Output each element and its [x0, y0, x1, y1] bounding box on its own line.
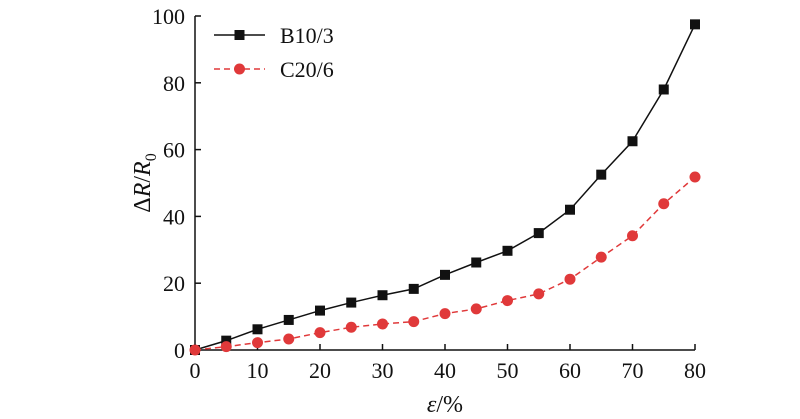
- x-tick-label: 20: [309, 358, 331, 383]
- y-tick-label: 100: [152, 4, 185, 29]
- data-point-b10-3: [533, 228, 544, 239]
- data-point-b10-3: [627, 136, 638, 147]
- series-layer: [189, 19, 701, 356]
- data-point-c20-6: [252, 337, 263, 349]
- x-tick-label: 0: [190, 358, 201, 383]
- data-point-b10-3: [252, 324, 263, 335]
- x-tick-label: 80: [684, 358, 706, 383]
- data-point-c20-6: [220, 341, 232, 353]
- y-tick-label: 60: [163, 138, 185, 163]
- series-line-c20-6: [194, 176, 696, 351]
- data-point-b10-3: [658, 84, 669, 95]
- legend-marker-b10-3: [234, 30, 245, 40]
- data-point-b10-3: [565, 204, 575, 215]
- data-point-b10-3: [408, 283, 419, 294]
- data-point-c20-6: [439, 308, 451, 320]
- y-tick-label: 0: [174, 338, 185, 363]
- data-point-c20-6: [314, 327, 326, 339]
- data-point-b10-3: [690, 19, 700, 30]
- data-point-b10-3: [471, 257, 482, 268]
- data-point-c20-6: [502, 295, 513, 307]
- y-ticks: 0 20 40 60 80 100: [152, 4, 201, 363]
- y-tick-label: 40: [163, 204, 185, 229]
- y-tick-label: 80: [163, 71, 185, 96]
- x-tick-label: 10: [247, 358, 269, 383]
- x-ticks: 0 10 20 30 40 50 60 70 80: [190, 344, 706, 383]
- x-tick-label: 40: [434, 358, 456, 383]
- y-tick-label: 20: [163, 271, 185, 296]
- data-point-c20-6: [689, 171, 701, 183]
- x-tick-label: 60: [559, 358, 581, 383]
- series-line-b10-3: [194, 24, 696, 351]
- data-point-c20-6: [345, 321, 357, 333]
- data-point-c20-6: [283, 333, 295, 345]
- data-point-c20-6: [658, 198, 670, 210]
- legend-marker-c20-6: [234, 63, 245, 75]
- data-point-c20-6: [564, 273, 576, 285]
- axes: [194, 16, 695, 351]
- data-point-c20-6: [627, 230, 638, 242]
- legend-item-c20-6: C20/6: [214, 57, 334, 82]
- data-point-c20-6: [533, 288, 545, 300]
- x-axis-title: ε/%: [427, 392, 463, 418]
- legend-label-c20-6: C20/6: [280, 57, 334, 82]
- data-point-c20-6: [595, 251, 607, 263]
- data-point-c20-6: [408, 316, 420, 328]
- x-tick-label: 30: [372, 358, 394, 383]
- legend: B10/3 C20/6: [214, 23, 334, 82]
- legend-item-b10-3: B10/3: [214, 23, 334, 48]
- x-tick-label: 50: [497, 358, 519, 383]
- y-axis-title: ΔR/R0: [130, 153, 160, 212]
- data-point-c20-6: [189, 344, 201, 356]
- data-point-b10-3: [502, 245, 513, 256]
- x-tick-label: 70: [622, 358, 644, 383]
- data-point-b10-3: [377, 290, 388, 301]
- data-point-b10-3: [221, 335, 232, 346]
- data-point-b10-3: [440, 269, 450, 280]
- data-point-b10-3: [346, 297, 357, 308]
- data-point-c20-6: [377, 318, 388, 330]
- data-point-b10-3: [596, 169, 607, 180]
- data-point-c20-6: [470, 303, 482, 315]
- legend-label-b10-3: B10/3: [280, 23, 334, 48]
- data-point-b10-3: [315, 305, 325, 316]
- data-point-b10-3: [283, 314, 294, 325]
